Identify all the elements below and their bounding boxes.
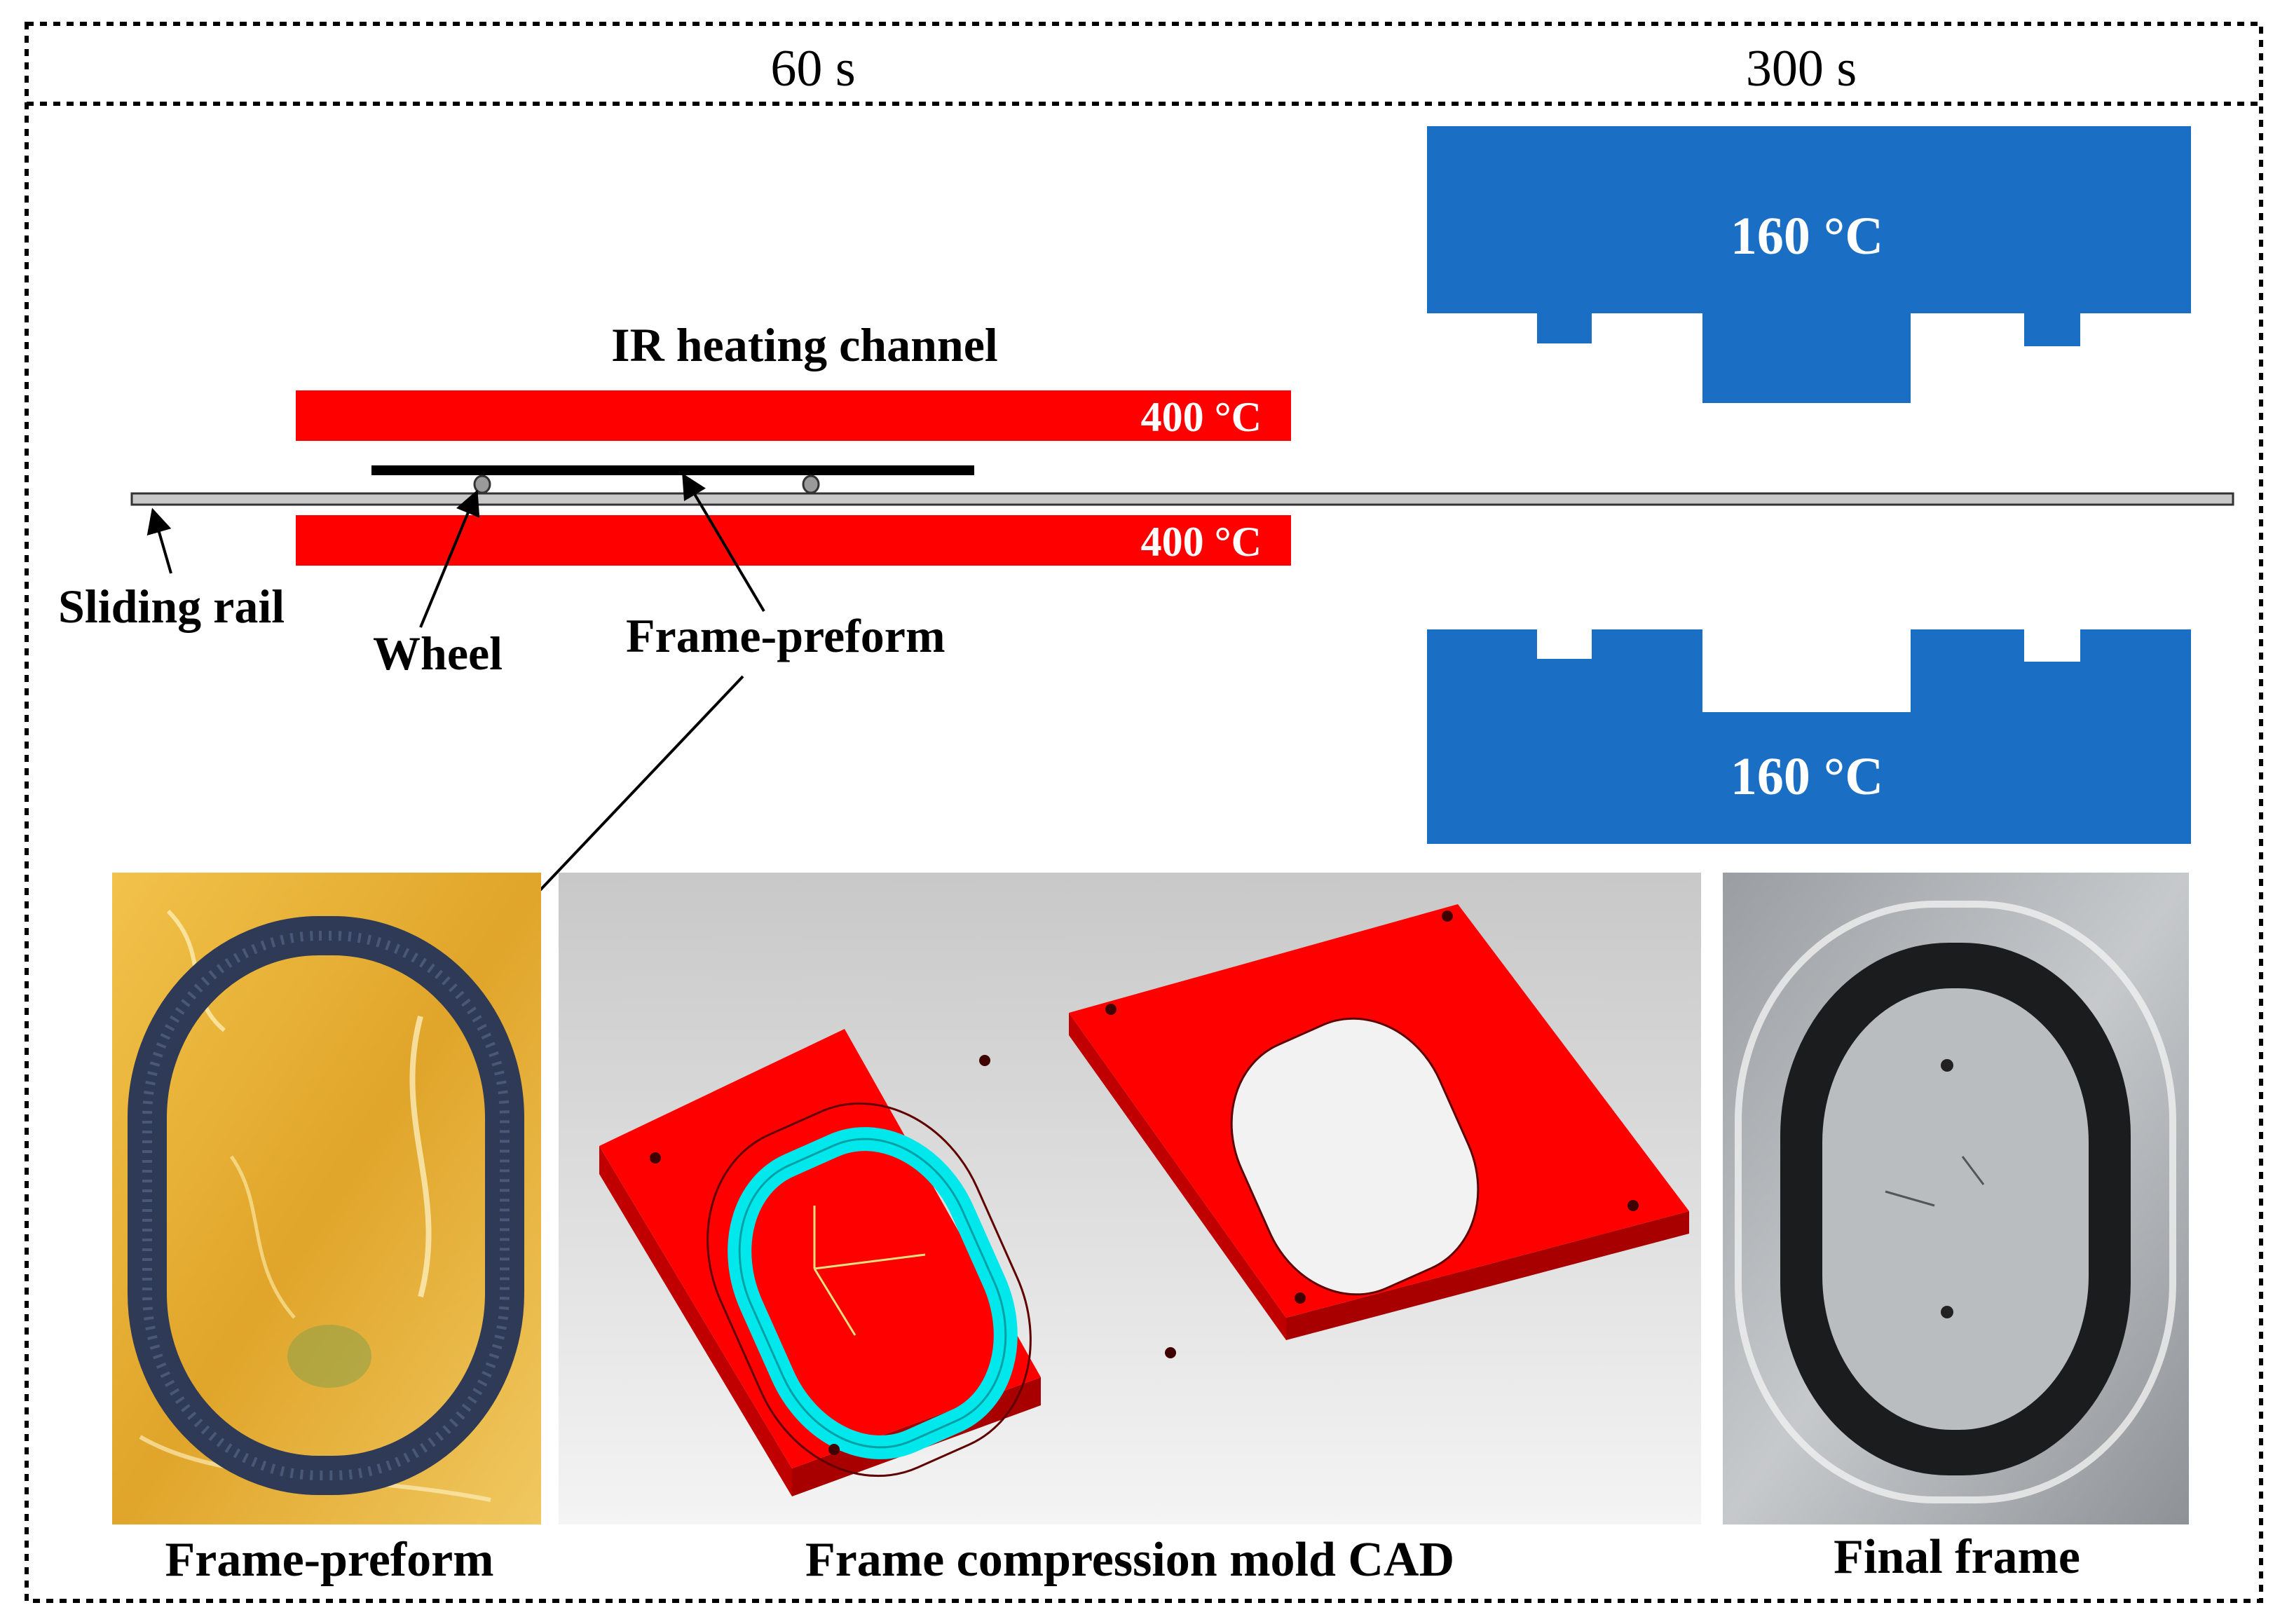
frame-preform-bar [371, 465, 974, 475]
time-label-right: 300 s [1746, 40, 1857, 97]
cad-mold-image [559, 873, 1701, 1524]
time-label-left: 60 s [770, 40, 855, 97]
top-heater-temp: 400 °C [1141, 394, 1262, 440]
upper-mold-temp: 160 °C [1730, 207, 1883, 266]
lower-mold-temp: 160 °C [1730, 747, 1883, 806]
outer-border [25, 22, 2263, 1603]
wheel-arrow [419, 489, 480, 628]
sliding-rail [130, 492, 2234, 506]
sliding-rail-label: Sliding rail [58, 580, 285, 633]
preform-caption: Frame-preform [165, 1533, 493, 1587]
cad-caption: Frame compression mold CAD [805, 1533, 1454, 1587]
upper-mold [1427, 126, 2191, 403]
bottom-heater [296, 515, 1291, 566]
wheel-label: Wheel [373, 627, 503, 680]
sliding-rail-arrow [146, 507, 172, 574]
heating-channel-title: IR heating channel [611, 318, 998, 371]
frame-preform-arrow [682, 472, 765, 613]
lower-mold [1427, 629, 2191, 844]
final-caption: Final frame [1834, 1530, 2080, 1584]
bottom-heater-temp: 400 °C [1141, 519, 1262, 565]
top-heater [296, 390, 1291, 441]
final-frame-photo [1723, 873, 2189, 1524]
frame-preform-label: Frame-preform [626, 609, 945, 662]
wheel-1 [473, 475, 491, 494]
wheel-2 [802, 475, 820, 494]
frame-preform-photo [112, 873, 541, 1524]
